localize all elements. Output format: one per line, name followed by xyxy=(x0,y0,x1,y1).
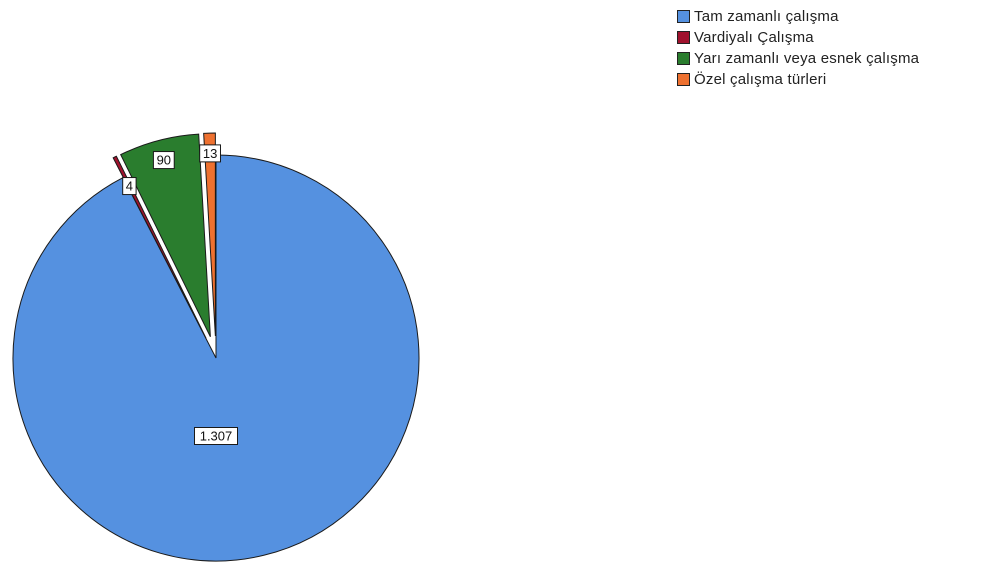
legend-item-tam-zamanli: Tam zamanlı çalışma xyxy=(677,6,919,27)
legend-item-yari-zamanli: Yarı zamanlı veya esnek çalışma xyxy=(677,48,919,69)
data-label-ozel: 13 xyxy=(199,144,221,163)
legend-label: Özel çalışma türleri xyxy=(694,71,827,88)
legend-swatch xyxy=(677,31,690,44)
pie-slice-vardiyali xyxy=(112,155,207,339)
data-label-box xyxy=(199,144,221,163)
legend-swatch xyxy=(677,52,690,65)
data-label-text: 13 xyxy=(203,146,217,161)
legend-item-vardiyali: Vardiyalı Çalışma xyxy=(677,27,919,48)
legend-label: Tam zamanlı çalışma xyxy=(694,8,839,25)
data-label-box xyxy=(152,151,175,170)
legend-swatch xyxy=(677,10,690,23)
data-label-box xyxy=(122,177,137,196)
data-label-vardiyali: 4 xyxy=(122,177,137,196)
data-label-yari-zamanli: 90 xyxy=(152,151,175,170)
pie-slice-ozel xyxy=(203,132,216,337)
pie-slice-tam-zamanli xyxy=(12,154,420,562)
legend-item-ozel: Özel çalışma türleri xyxy=(677,69,919,90)
legend-label: Yarı zamanlı veya esnek çalışma xyxy=(694,50,920,67)
pie-slices xyxy=(12,132,420,562)
data-label-text: 4 xyxy=(126,179,133,194)
data-label-text: 1.307 xyxy=(200,429,233,444)
legend-label: Vardiyalı Çalışma xyxy=(694,29,814,46)
legend-swatch xyxy=(677,73,690,86)
data-label-text: 90 xyxy=(157,153,171,168)
data-label-tam-zamanli: 1.307 xyxy=(194,427,238,445)
pie-data-labels: 1.307 4 90 13 xyxy=(122,144,238,445)
pie-slice-yari-zamanli xyxy=(120,133,211,337)
legend: Tam zamanlı çalışma Vardiyalı Çalışma Ya… xyxy=(677,6,919,90)
data-label-box xyxy=(194,427,238,445)
